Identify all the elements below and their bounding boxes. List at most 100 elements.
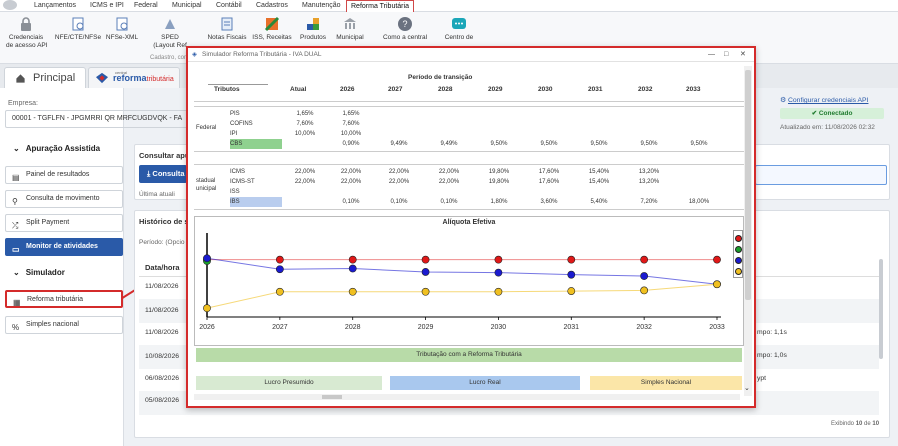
split-payment-button[interactable]: ⤮ Split Payment (5, 214, 123, 232)
chart-icon: ▤ (12, 173, 20, 182)
chart-legend (733, 230, 743, 278)
data-point (421, 268, 430, 276)
tax-value: 1,65% (342, 111, 360, 117)
scroll-down-icon[interactable]: ⌄ (744, 385, 750, 392)
menu-municipal[interactable]: Municipal (172, 2, 202, 9)
simples-nacional-bar[interactable]: Simples Nacional (590, 376, 742, 390)
apuracao-section[interactable]: ⌄ Apuração Assistida (13, 144, 101, 153)
data-point (640, 286, 649, 295)
chart-plot: 2026 2027 2028 2029 2030 2031 2032 2033 (199, 233, 725, 331)
menu-icms-ipi[interactable]: ICMS e IPI (90, 2, 124, 9)
tax-value: 0,10% (342, 199, 360, 205)
chart-title: Alíquota Efetiva (442, 219, 496, 226)
vertical-scrollbar[interactable]: ⌄ (744, 66, 752, 396)
table-row[interactable]: 06/08/2026 (145, 375, 180, 382)
tax-value: 9,50% (690, 141, 708, 147)
tab-principal[interactable]: Principal (4, 67, 86, 88)
menu-cadastros[interactable]: Cadastros (256, 2, 288, 9)
scroll-thumb[interactable] (322, 395, 342, 399)
tax-value: 17,60% (538, 169, 560, 175)
federal-table: Federal PIS 1,65% 1,65% COFINS 7,60% 7,60% IPI… (194, 106, 744, 152)
tax-name: IPI (230, 131, 238, 137)
data-point (275, 287, 284, 296)
app-logo (3, 0, 17, 10)
blocks-icon (307, 18, 319, 30)
painel-resultados-button[interactable]: ▤ Painel de resultados (5, 166, 123, 184)
centro-de-button[interactable]: Centro de (436, 16, 482, 42)
maximize-icon[interactable]: □ (724, 51, 729, 58)
municipal-button[interactable]: Municipal (332, 16, 368, 42)
tax-value: 22,00% (438, 169, 460, 175)
menu-federal[interactable]: Federal (134, 2, 158, 9)
data-point (567, 255, 576, 264)
como-a-central-button[interactable]: ? Como a central (380, 16, 430, 42)
tax-value: 9,50% (590, 141, 608, 147)
monitor-atividades-button[interactable]: ▭ Monitor de atividades (5, 238, 123, 256)
tax-row: IBS 0,10% 0,10% 0,10% 1,80% 3,60% 5,40% 7,20% 18… (194, 197, 742, 207)
tax-value: 9,50% (490, 141, 508, 147)
menu-manutencao[interactable]: Manutenção (302, 2, 341, 9)
consulta-movimento-button[interactable]: ⚲ Consulta de movimento (5, 190, 123, 208)
nfe-cte-nfse-button[interactable]: NFE/CTE/NFSe (54, 16, 102, 42)
scroll-thumb[interactable] (745, 70, 751, 300)
tax-value: 3,60% (540, 199, 558, 205)
split-icon: ⤮ (12, 221, 19, 230)
building-icon (344, 18, 356, 29)
close-icon[interactable]: ✕ (740, 51, 746, 58)
sim-header: Período de transição Tributos Atual 2026… (194, 66, 744, 102)
calculator-icon: ▦ (13, 298, 21, 307)
tax-row: PIS 1,65% 1,65% (194, 109, 742, 119)
scrollbar[interactable] (879, 259, 883, 359)
table-row[interactable]: 05/08/2026 (145, 397, 180, 404)
ribbon-group-label: Cadastro, consu (150, 55, 194, 61)
tax-row: IPI 10,00% 10,00% (194, 129, 742, 139)
configurar-link[interactable]: ⚙ Configurar credenciais API (780, 97, 869, 104)
tax-value: 7,60% (296, 121, 314, 127)
sped-button[interactable]: SPED (Layout Ref (150, 16, 190, 50)
menu-contabil[interactable]: Contábil (216, 2, 242, 9)
x-tick-label: 2031 (563, 324, 579, 331)
tax-value: 13,20% (638, 169, 660, 175)
consultar-button[interactable]: ⤓ Consulta (139, 165, 187, 183)
tax-value: 9,49% (440, 141, 458, 147)
tax-value: 7,20% (640, 199, 658, 205)
tax-value: 22,00% (294, 169, 316, 175)
data-point (713, 255, 721, 264)
table-row[interactable]: 11/08/2026 (145, 307, 179, 314)
data-point (713, 280, 721, 289)
table-row[interactable]: 11/08/2026 (145, 329, 179, 336)
home-icon (16, 74, 25, 83)
notas-fiscais-button[interactable]: Notas Fiscais (204, 16, 250, 42)
menu-lancamentos[interactable]: Lançamentos (34, 2, 77, 9)
tab-reforma-tributaria[interactable]: central reformatributária (88, 67, 180, 88)
info-box (755, 165, 887, 185)
tax-value: 22,00% (340, 169, 362, 175)
reforma-tributaria-button[interactable]: ▦ Reforma tributária (5, 290, 123, 308)
empresa-select[interactable]: 00001 - TGFLFN - JPGMRRI QR MRFCUGDVQK -… (5, 110, 205, 128)
tax-value: 0,10% (390, 199, 408, 205)
simples-nacional-button[interactable]: % Simples nacional (5, 316, 123, 334)
series-line (206, 257, 718, 285)
table-row[interactable]: 11/08/2026 (145, 283, 179, 290)
data-point (275, 265, 284, 274)
menu-reforma-tributaria[interactable]: Reforma Tributária (346, 0, 414, 12)
iss-receitas-button[interactable]: ISS, Receitas (251, 16, 293, 42)
monitor-icon: ▭ (12, 245, 20, 254)
left-panel: Empresa: 00001 - TGFLFN - JPGMRRI QR MRF… (0, 88, 205, 446)
data-point (203, 254, 211, 263)
credenciais-button[interactable]: Credenciais de acesso API (6, 16, 48, 50)
table-row[interactable]: 10/08/2026 (145, 353, 180, 360)
tax-value: 22,00% (388, 169, 410, 175)
simulador-section[interactable]: ⌄ Simulador (13, 268, 65, 277)
tax-value: 15,40% (588, 179, 610, 185)
nfse-xml-button[interactable]: NFSe-XML (104, 16, 140, 42)
horizontal-scrollbar[interactable] (194, 394, 740, 400)
help-icon: ? (398, 17, 412, 31)
legend-marker (735, 235, 742, 242)
lucro-real-bar[interactable]: Lucro Real (390, 376, 580, 390)
lucro-presumido-bar[interactable]: Lucro Presumido (196, 376, 382, 390)
minimize-icon[interactable]: — (708, 51, 715, 58)
divider (208, 84, 268, 85)
produtos-button[interactable]: Produtos (296, 16, 330, 42)
document-icon (116, 17, 128, 31)
